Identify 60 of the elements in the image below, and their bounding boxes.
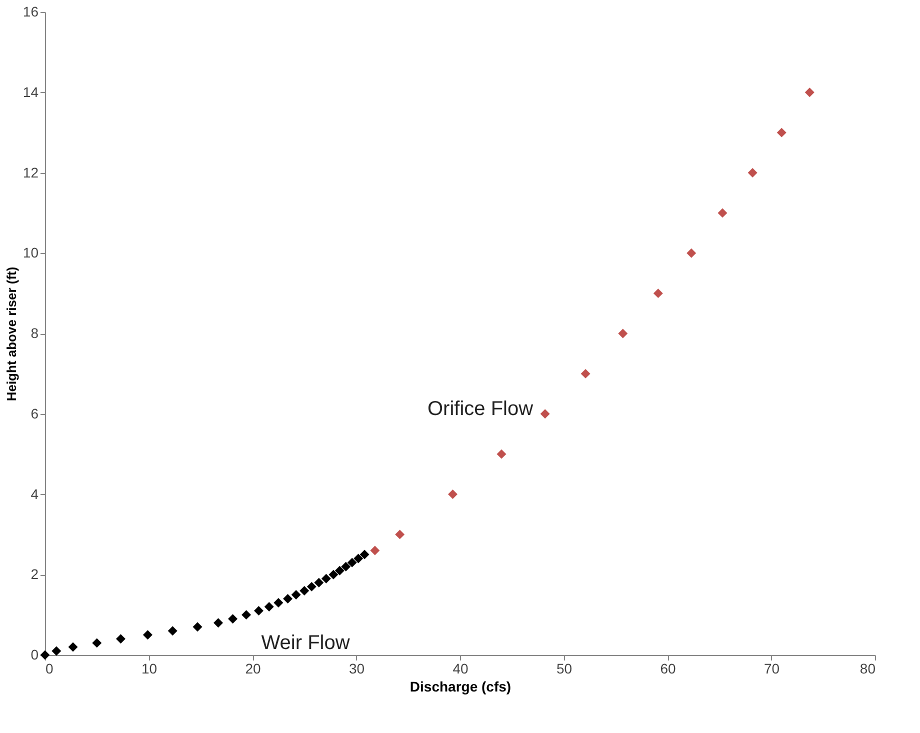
- x-tick-label: 50: [556, 660, 572, 676]
- y-tick-label: 4: [30, 486, 39, 502]
- series-label: Orifice Flow: [427, 398, 534, 420]
- point: [52, 646, 62, 656]
- x-tick-label: 0: [46, 660, 54, 676]
- y-tick-label: 0: [30, 646, 39, 662]
- point: [254, 606, 264, 616]
- point: [653, 288, 663, 298]
- point: [321, 574, 331, 584]
- point: [283, 594, 293, 604]
- point: [142, 630, 152, 640]
- point: [291, 590, 301, 600]
- point: [580, 368, 590, 378]
- point: [718, 208, 728, 218]
- point: [448, 490, 458, 499]
- y-tick-label: 8: [30, 325, 39, 341]
- x-tick-label: 60: [660, 660, 676, 676]
- point: [242, 610, 252, 620]
- point: [68, 642, 78, 652]
- y-tick-label: 6: [30, 405, 39, 422]
- x-tick-label: 40: [452, 660, 468, 676]
- point: [370, 546, 380, 556]
- point: [618, 328, 628, 338]
- x-tick-label: 80: [860, 660, 876, 676]
- x-tick-label: 70: [764, 660, 780, 676]
- point: [192, 622, 202, 632]
- series-label: Weir Flow: [261, 632, 350, 654]
- x-axis-title: Discharge (cfs): [410, 678, 512, 694]
- y-tick-label: 12: [22, 164, 39, 180]
- x-tick-label: 20: [245, 660, 261, 676]
- point: [300, 586, 310, 596]
- point: [686, 248, 696, 258]
- y-tick-label: 16: [22, 4, 39, 20]
- point: [395, 530, 405, 540]
- x-tick-label: 30: [348, 660, 365, 676]
- point: [341, 562, 351, 572]
- y-tick-label: 14: [22, 84, 39, 100]
- y-axis-title: Height above riser (ft): [4, 266, 19, 402]
- point: [776, 128, 786, 138]
- point: [264, 602, 274, 612]
- y-tick-label: 10: [22, 244, 39, 261]
- x-tick-label: 10: [141, 660, 158, 676]
- point: [540, 409, 550, 419]
- point: [274, 598, 284, 608]
- point: [360, 550, 370, 560]
- point: [306, 582, 316, 592]
- point: [748, 168, 758, 178]
- point: [116, 634, 126, 644]
- point: [347, 558, 357, 568]
- point: [228, 614, 238, 624]
- point: [354, 554, 364, 564]
- point: [496, 449, 506, 459]
- point: [168, 626, 178, 636]
- y-tick-label: 2: [30, 566, 39, 582]
- point: [214, 618, 224, 628]
- point: [334, 566, 344, 576]
- point: [314, 578, 324, 588]
- point: [92, 638, 102, 648]
- point: [804, 88, 814, 98]
- point: [328, 570, 338, 580]
